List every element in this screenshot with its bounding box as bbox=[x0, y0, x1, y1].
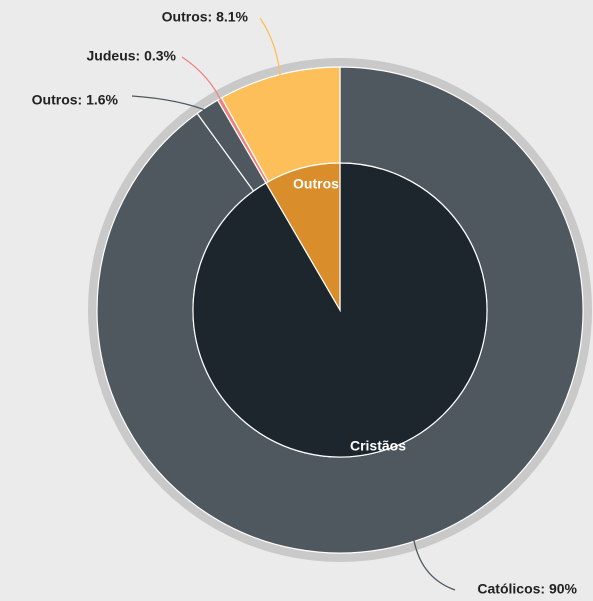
outer-label: Outros: 1.6% bbox=[32, 92, 119, 108]
inner-label: Outros bbox=[293, 176, 339, 192]
outer-label: Judeus: 0.3% bbox=[87, 48, 177, 64]
outer-label: Católicos: 90% bbox=[477, 581, 577, 597]
chart: Cristãos Outros Católicos: 90% Outros: 1.6%… bbox=[0, 0, 593, 601]
page: {"chart_data": {"type": "sunburst", "inn… bbox=[0, 0, 593, 601]
outer-label: Outros: 8.1% bbox=[162, 9, 249, 25]
inner-label: Cristãos bbox=[350, 438, 406, 454]
